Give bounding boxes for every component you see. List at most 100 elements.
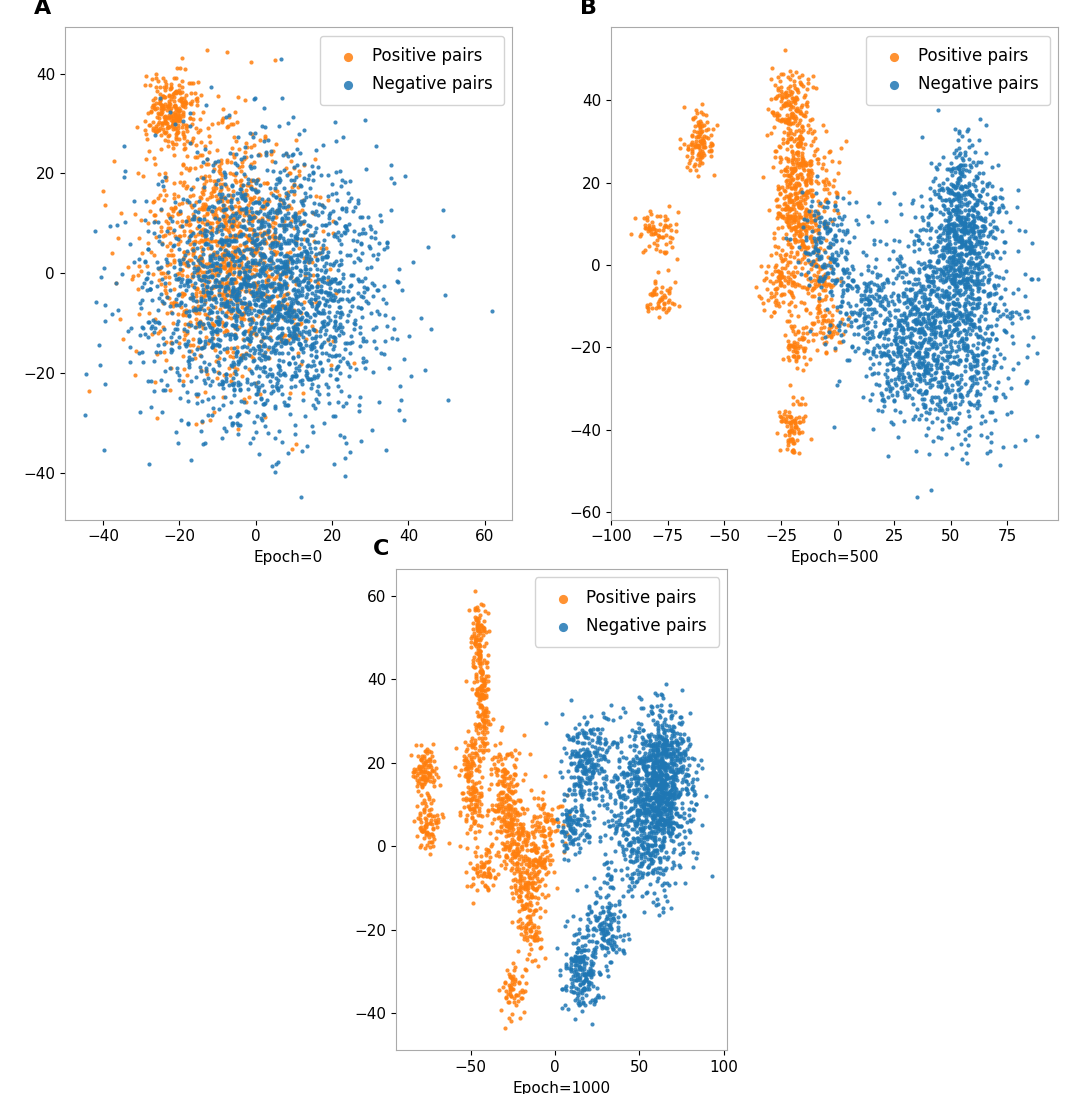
Negative pairs (933, 376, 950, 394)
Negative pairs (274, 230, 292, 247)
Negative pairs (649, 794, 666, 812)
Positive pairs (806, 252, 823, 269)
Positive pairs (139, 104, 157, 121)
Negative pairs (820, 324, 837, 341)
Negative pairs (651, 701, 669, 719)
Positive pairs (158, 168, 175, 186)
Negative pairs (948, 190, 966, 208)
Negative pairs (588, 939, 605, 956)
Positive pairs (797, 200, 814, 218)
Negative pairs (222, 271, 240, 289)
Negative pairs (972, 229, 989, 246)
Negative pairs (880, 348, 897, 365)
Positive pairs (818, 344, 835, 361)
Negative pairs (950, 315, 968, 333)
Negative pairs (676, 822, 693, 839)
Negative pairs (256, 337, 273, 354)
Negative pairs (230, 405, 247, 422)
Positive pairs (416, 756, 433, 773)
Positive pairs (464, 800, 482, 817)
Positive pairs (468, 838, 485, 856)
Negative pairs (816, 335, 834, 352)
Negative pairs (634, 791, 651, 808)
Positive pairs (784, 287, 801, 304)
Negative pairs (569, 881, 586, 898)
Negative pairs (246, 252, 264, 269)
Negative pairs (219, 255, 237, 272)
Negative pairs (598, 799, 616, 816)
Negative pairs (951, 352, 969, 370)
Positive pairs (514, 818, 531, 836)
Negative pairs (970, 260, 987, 278)
Positive pairs (451, 803, 469, 820)
Negative pairs (288, 316, 306, 334)
Negative pairs (313, 281, 330, 299)
Positive pairs (467, 795, 484, 813)
Positive pairs (793, 293, 810, 311)
Positive pairs (809, 309, 826, 326)
Positive pairs (470, 749, 487, 767)
Negative pairs (948, 201, 966, 219)
Negative pairs (927, 238, 944, 256)
Negative pairs (915, 325, 932, 342)
Positive pairs (248, 242, 266, 259)
Negative pairs (905, 235, 922, 253)
Positive pairs (151, 259, 168, 277)
Negative pairs (350, 249, 367, 267)
Negative pairs (656, 861, 673, 878)
Positive pairs (185, 110, 202, 128)
Negative pairs (199, 222, 216, 240)
Negative pairs (257, 351, 274, 369)
Negative pairs (929, 304, 946, 322)
Positive pairs (159, 220, 176, 237)
Positive pairs (794, 389, 811, 407)
Positive pairs (696, 116, 713, 133)
Positive pairs (154, 101, 172, 118)
Negative pairs (828, 188, 846, 206)
Negative pairs (879, 272, 896, 290)
Negative pairs (996, 349, 1013, 366)
Positive pairs (494, 803, 511, 820)
Positive pairs (784, 277, 801, 294)
Negative pairs (666, 766, 684, 783)
Negative pairs (239, 253, 256, 270)
Positive pairs (502, 987, 519, 1004)
Negative pairs (618, 823, 635, 840)
Negative pairs (970, 335, 987, 352)
Negative pairs (856, 295, 874, 313)
Negative pairs (946, 163, 963, 181)
Negative pairs (629, 804, 646, 822)
Negative pairs (937, 269, 955, 287)
Negative pairs (330, 209, 348, 226)
Positive pairs (778, 199, 795, 217)
Negative pairs (672, 752, 689, 769)
Positive pairs (184, 105, 201, 123)
Negative pairs (649, 736, 666, 754)
Negative pairs (970, 282, 987, 300)
Positive pairs (232, 176, 249, 194)
Positive pairs (496, 765, 513, 782)
Positive pairs (184, 116, 201, 133)
Negative pairs (253, 272, 270, 290)
Positive pairs (759, 101, 777, 118)
Negative pairs (613, 789, 631, 806)
Negative pairs (662, 788, 679, 805)
Negative pairs (951, 210, 969, 228)
Positive pairs (764, 103, 781, 120)
Negative pairs (648, 753, 665, 770)
Positive pairs (829, 205, 847, 222)
Negative pairs (173, 293, 190, 311)
Positive pairs (467, 829, 484, 847)
Positive pairs (646, 224, 663, 242)
Negative pairs (295, 323, 312, 340)
Negative pairs (234, 270, 252, 288)
Negative pairs (961, 395, 978, 412)
Positive pairs (467, 734, 484, 752)
Negative pairs (264, 234, 281, 252)
Positive pairs (799, 188, 816, 206)
Positive pairs (491, 823, 509, 840)
Negative pairs (885, 284, 902, 302)
Negative pairs (967, 237, 984, 255)
Negative pairs (648, 764, 665, 781)
Positive pairs (195, 276, 213, 293)
